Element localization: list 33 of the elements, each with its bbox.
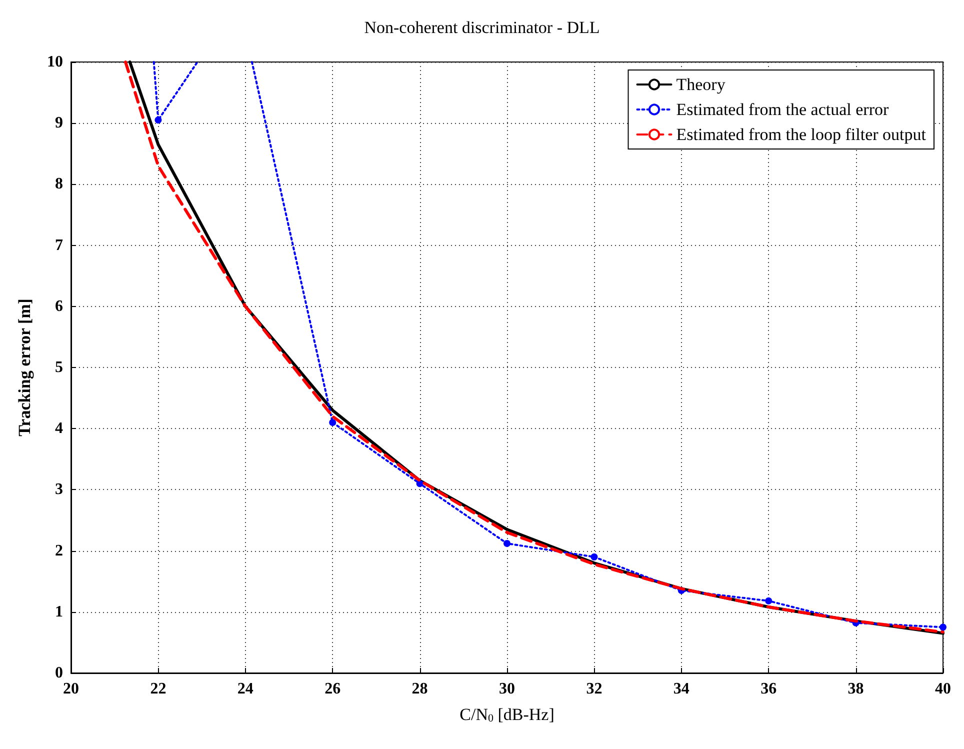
y-tick-label: 9 xyxy=(55,114,63,132)
point xyxy=(504,540,510,547)
point xyxy=(329,418,336,426)
x-tick-label: 22 xyxy=(150,680,166,698)
x-tick-label: 40 xyxy=(935,680,951,698)
point xyxy=(154,116,162,124)
y-tick-label: 7 xyxy=(55,236,63,254)
x-tick-label: 26 xyxy=(324,680,341,698)
y-tick-label: 5 xyxy=(55,359,63,376)
x-tick-label: 38 xyxy=(848,680,864,698)
x-tick-label: 24 xyxy=(237,680,254,698)
x-tick-label: 20 xyxy=(63,680,79,698)
x-tick-label: 28 xyxy=(412,680,428,698)
y-tick-label: 8 xyxy=(55,176,63,193)
x-tick-label: 30 xyxy=(499,680,515,698)
y-tick-label: 10 xyxy=(47,54,63,70)
y-tick-label: 0 xyxy=(55,664,63,682)
chart-title: Non-coherent discriminator - DLL xyxy=(364,18,600,37)
x-tick-label: 32 xyxy=(586,680,602,698)
x-tick-label: 34 xyxy=(673,680,690,698)
y-tick-label: 4 xyxy=(55,420,63,438)
point xyxy=(590,553,598,560)
legend-label: Theory xyxy=(676,75,726,94)
y-tick-label: 6 xyxy=(55,298,63,315)
y-tick-label: 2 xyxy=(55,542,63,560)
point xyxy=(940,624,946,631)
x-tick-label: 36 xyxy=(760,680,777,698)
y-axis-title: Tracking error [m] xyxy=(15,298,34,436)
legend-label: Estimated from the actual error xyxy=(676,100,889,119)
point xyxy=(765,597,772,604)
legend-label: Estimated from the loop filter output xyxy=(676,125,926,144)
y-tick-label: 1 xyxy=(55,603,63,620)
y-tick-label: 3 xyxy=(55,481,63,498)
